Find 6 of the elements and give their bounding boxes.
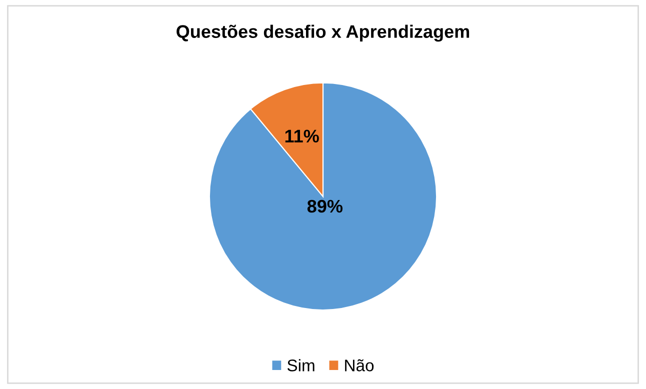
pie-slice	[208, 82, 438, 311]
legend-label: Não	[345, 359, 374, 372]
data-label: 89%	[307, 200, 343, 213]
data-label: 11%	[285, 130, 319, 142]
legend-label: Sim	[287, 359, 314, 372]
chart-title: Questões desafio x Aprendizagem	[176, 24, 470, 42]
